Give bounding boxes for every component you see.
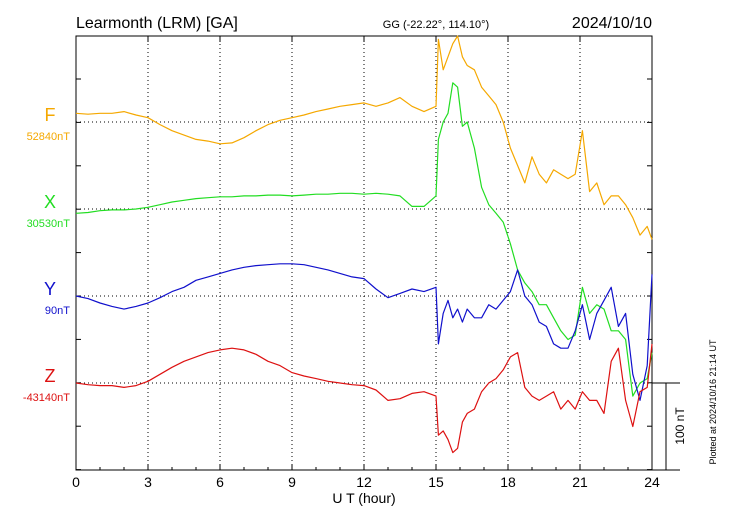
series-name-F: F — [45, 105, 56, 125]
x-tick-label-0: 0 — [72, 474, 80, 490]
scale-bar — [652, 382, 680, 471]
series-baseline-X: 30530nT — [27, 218, 71, 230]
x-axis-label: U T (hour) — [332, 490, 395, 506]
series-baseline-Y: 90nT — [45, 305, 70, 317]
series-line-F — [75, 35, 653, 240]
x-tick-label-24: 24 — [644, 474, 660, 490]
series-line-Y — [75, 263, 653, 401]
series-line-X — [75, 82, 653, 397]
x-tick-label-9: 9 — [288, 474, 296, 490]
grid — [147, 36, 581, 470]
series-name-Z: Z — [45, 366, 56, 386]
x-tick-label-21: 21 — [572, 474, 588, 490]
series-name-X: X — [44, 192, 56, 212]
plotted-at-note: Plotted at 2024/10/16 21:14 UT — [708, 339, 718, 465]
x-tick-label-18: 18 — [500, 474, 516, 490]
coordinates: GG (-22.22°, 114.10°) — [383, 19, 489, 31]
x-tick-label-6: 6 — [216, 474, 224, 490]
series-line-Z — [75, 343, 653, 454]
x-tick-label-3: 3 — [144, 474, 152, 490]
baselines — [76, 78, 652, 471]
x-ticks: 0 3 6 9 12 15 18 21 24 — [72, 36, 660, 490]
x-tick-label-12: 12 — [356, 474, 372, 490]
series-name-Y: Y — [44, 279, 56, 299]
series-baseline-Z: -43140nT — [23, 392, 70, 404]
series-lines — [75, 35, 653, 454]
series-baseline-F: 52840nT — [27, 131, 71, 143]
station-title: Learmonth (LRM) [GA] — [76, 15, 238, 32]
date-label: 2024/10/10 — [572, 15, 652, 32]
scale-bar-label: 100 nT — [673, 407, 687, 445]
x-tick-label-15: 15 — [428, 474, 444, 490]
series-labels: F 52840nT X 30530nT Y 90nT Z -43140nT — [23, 105, 70, 404]
